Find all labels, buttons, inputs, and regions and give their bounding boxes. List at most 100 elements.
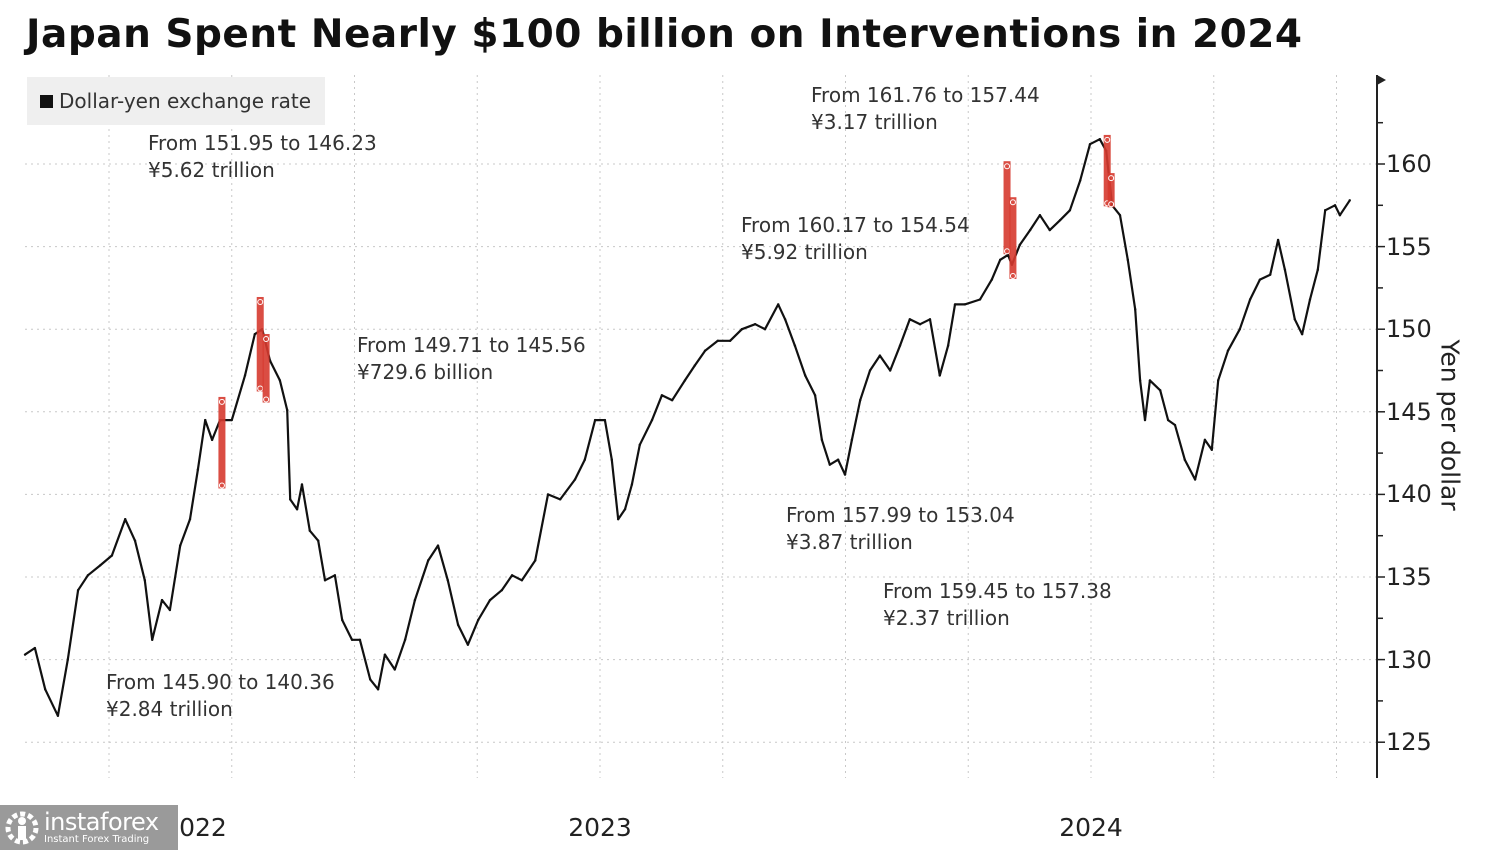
series-point bbox=[859, 399, 862, 402]
series-point bbox=[1216, 379, 1220, 382]
annotation-amount: ¥5.92 trillion bbox=[741, 240, 868, 264]
series-point bbox=[1193, 478, 1197, 481]
series-point bbox=[33, 646, 37, 650]
series-point bbox=[1143, 418, 1147, 422]
series-point bbox=[1166, 418, 1170, 422]
series-point bbox=[1283, 268, 1287, 271]
intervention-end-marker bbox=[1009, 272, 1016, 279]
intervention-bar bbox=[1009, 197, 1017, 279]
series-point bbox=[243, 374, 247, 377]
series-point bbox=[436, 544, 440, 547]
series-point bbox=[403, 638, 407, 641]
intervention-end-marker bbox=[263, 396, 270, 403]
series-point bbox=[1293, 318, 1296, 321]
series-point bbox=[1269, 273, 1272, 276]
series-point bbox=[488, 598, 492, 602]
annotation-intervention-7: From 159.45 to 157.38 ¥2.37 trillion bbox=[883, 578, 1112, 632]
series-point bbox=[777, 303, 780, 306]
y-axis-label: Yen per dollar bbox=[1435, 339, 1465, 511]
series-point bbox=[1203, 438, 1207, 442]
series-point bbox=[1258, 278, 1262, 281]
series-point bbox=[623, 508, 627, 511]
series-point bbox=[1098, 138, 1102, 141]
series-point bbox=[369, 678, 372, 681]
series-point bbox=[393, 668, 396, 671]
series-point bbox=[86, 574, 90, 577]
series-point bbox=[616, 517, 620, 521]
series-point bbox=[1118, 214, 1122, 217]
series-point bbox=[813, 394, 817, 397]
series-point bbox=[143, 579, 147, 582]
series-point bbox=[196, 468, 200, 471]
intervention-end-marker bbox=[1108, 201, 1115, 208]
chart-title: Japan Spent Nearly $100 billion on Inter… bbox=[26, 12, 1303, 57]
annotation-intervention-2: From 151.95 to 146.23 ¥5.62 trillion bbox=[148, 130, 377, 184]
series-point bbox=[66, 658, 69, 661]
series-point bbox=[160, 598, 164, 602]
intervention-bar bbox=[218, 396, 226, 489]
series-point bbox=[804, 374, 807, 377]
y-tick-label: 135 bbox=[1386, 563, 1432, 591]
annotation-amount: ¥2.84 trillion bbox=[106, 697, 233, 721]
annotation-range: From 149.71 to 145.56 bbox=[357, 333, 586, 357]
series-point bbox=[188, 517, 192, 521]
series-point bbox=[308, 529, 312, 532]
intervention-start-marker bbox=[218, 398, 225, 405]
series-point bbox=[1300, 332, 1304, 336]
series-point bbox=[204, 418, 207, 422]
y-tick-label: 125 bbox=[1386, 728, 1432, 757]
series-point bbox=[1078, 179, 1082, 182]
intervention-start-marker bbox=[257, 298, 264, 305]
series-point bbox=[1333, 204, 1337, 207]
series-point bbox=[963, 303, 967, 306]
series-point bbox=[1133, 308, 1137, 311]
series-point bbox=[110, 554, 114, 557]
series-point bbox=[477, 618, 480, 622]
series-point bbox=[703, 349, 707, 352]
series-point bbox=[98, 564, 102, 567]
y-tick-label: 160 bbox=[1386, 150, 1432, 178]
series-point bbox=[1006, 253, 1010, 257]
intervention-start-marker bbox=[1108, 175, 1115, 182]
annotation-range: From 157.99 to 153.04 bbox=[786, 503, 1015, 527]
annotation-amount: ¥5.62 trillion bbox=[148, 158, 275, 182]
series-point bbox=[520, 579, 524, 582]
annotation-range: From 160.17 to 154.54 bbox=[741, 213, 970, 237]
annotation-range: From 159.45 to 157.38 bbox=[883, 579, 1112, 603]
series-point bbox=[500, 589, 503, 592]
series-point bbox=[1126, 258, 1130, 262]
series-point bbox=[1338, 214, 1342, 217]
intervention-start-marker bbox=[1104, 136, 1111, 143]
series-point bbox=[593, 418, 597, 422]
y-tick-label: 130 bbox=[1386, 645, 1432, 674]
series-point bbox=[413, 598, 417, 602]
y-tick-label: 140 bbox=[1386, 480, 1432, 509]
series-point bbox=[43, 688, 47, 691]
series-point bbox=[843, 473, 847, 476]
series-point bbox=[928, 318, 932, 321]
series-point bbox=[286, 408, 289, 412]
series-point bbox=[783, 318, 787, 321]
series-point bbox=[1148, 379, 1152, 382]
series-point bbox=[728, 339, 732, 342]
series-point bbox=[510, 574, 514, 577]
series-point bbox=[683, 379, 687, 382]
series-point bbox=[978, 298, 982, 301]
series-point bbox=[693, 364, 696, 367]
series-point bbox=[583, 458, 586, 461]
series-point bbox=[868, 369, 872, 372]
annotation-amount: ¥3.87 trillion bbox=[786, 530, 913, 554]
series-point bbox=[740, 328, 744, 331]
series-point bbox=[1348, 199, 1351, 202]
series-point bbox=[650, 418, 654, 422]
series-point bbox=[456, 623, 460, 627]
series-point bbox=[878, 354, 882, 357]
series-point bbox=[670, 399, 674, 402]
series-point bbox=[660, 394, 664, 397]
annotation-amount: ¥729.6 billion bbox=[357, 360, 494, 384]
watermark-brand: instaforex bbox=[44, 808, 159, 836]
series-point bbox=[230, 418, 233, 422]
intervention-start-marker bbox=[1004, 163, 1011, 170]
legend-label: Dollar-yen exchange rate bbox=[59, 89, 312, 113]
series-point bbox=[828, 463, 831, 466]
